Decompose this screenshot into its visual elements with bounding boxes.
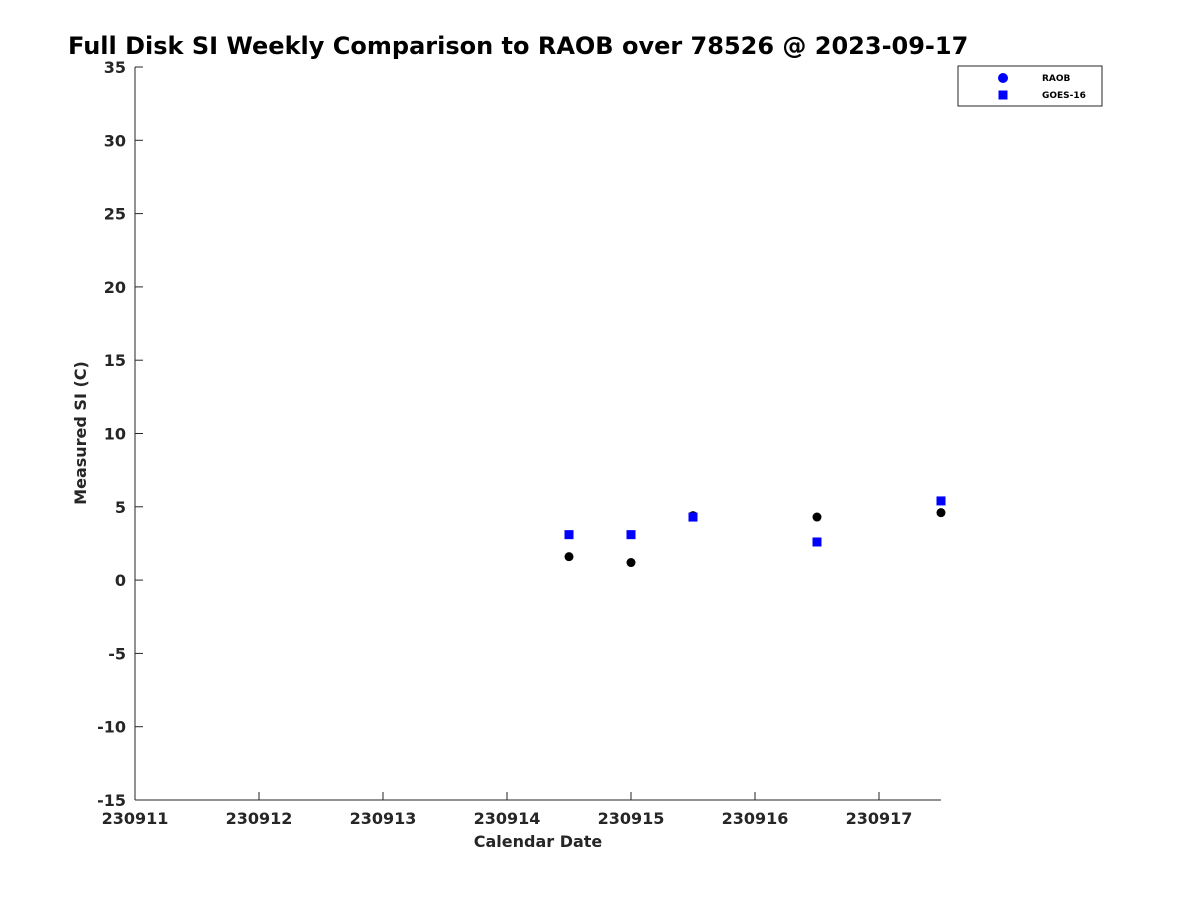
legend-label: GOES-16 [1042,91,1086,101]
y-tick-label: 15 [104,351,126,370]
x-axis-ticks: 230911 230912 230913 230914 230915 230916 2309… [102,792,913,828]
legend-label: RAOB [1042,74,1071,84]
axes [134,67,941,801]
x-tick-label: 230915 [598,809,665,828]
x-tick-label: 230917 [846,809,913,828]
raob-point [936,508,946,518]
y-tick-label: 35 [104,58,126,77]
raob-point [626,558,636,568]
legend-box [957,65,1103,107]
y-tick-label: 5 [115,498,126,517]
goes16-point [564,530,574,540]
legend-marker-goes16 [998,90,1008,100]
y-tick-label: 25 [104,205,126,224]
x-tick-label: 230912 [226,809,293,828]
goes16-point [626,530,636,540]
legend: RAOB GOES-16 [957,65,1103,107]
x-tick-label: 230916 [722,809,789,828]
chart-title: Full Disk SI Weekly Comparison to RAOB o… [68,32,968,60]
raob-point [812,512,822,522]
y-tick-label: -10 [97,718,126,737]
y-tick-label: 0 [115,571,126,590]
x-axis-label: Calendar Date [474,832,603,851]
data-points [564,496,946,568]
raob-point [564,552,574,562]
y-tick-label: -15 [97,791,126,810]
goes16-point [812,537,822,547]
y-axis-label: Measured SI (C) [71,361,90,505]
goes16-point [936,496,946,506]
x-tick-label: 230914 [474,809,541,828]
y-tick-label: 10 [104,425,126,444]
x-tick-label: 230913 [350,809,417,828]
x-tick-label: 230911 [102,809,169,828]
y-tick-label: 20 [104,278,126,297]
y-tick-label: 30 [104,131,126,150]
goes16-point [688,512,698,522]
y-tick-label: -5 [108,644,126,663]
legend-marker-raob [998,73,1008,83]
y-axis-ticks: -15 -10 -5 0 5 10 15 20 25 30 35 [97,58,143,810]
